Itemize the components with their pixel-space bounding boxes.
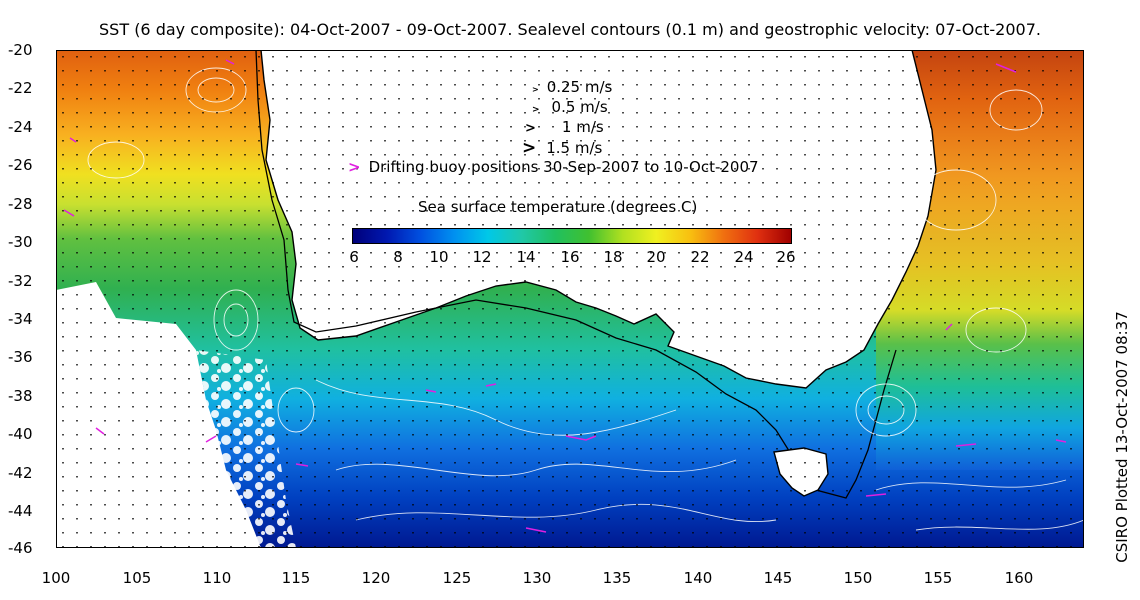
lon-label: 150 [843,569,873,587]
lat-label: -30 [8,233,33,251]
colorbar-tick: 16 [560,248,580,266]
lon-label: 105 [122,569,152,587]
velocity-scale-label: 0.5 m/s [551,98,608,116]
velocity-scale-item: >1.5 m/s [522,138,602,158]
arrow-icon: > [522,138,537,158]
lon-label: 145 [763,569,793,587]
buoy-legend-item: > Drifting buoy positions 30-Sep-2007 to … [348,158,759,176]
lon-label: 160 [1004,569,1034,587]
lat-label: -34 [8,310,33,328]
buoy-marker-icon: > [348,158,361,176]
lon-label: 115 [281,569,311,587]
colorbar-tick: 20 [646,248,666,266]
colorbar-tick: 26 [776,248,796,266]
lon-label: 155 [923,569,953,587]
lat-label: -38 [8,387,33,405]
velocity-scale-label: 0.25 m/s [546,78,613,96]
colorbar-tick: 14 [516,248,536,266]
colorbar-tick: 22 [690,248,710,266]
velocity-scale-item: >1 m/s [525,118,604,136]
lon-label: 100 [41,569,71,587]
colorbar-tick: 8 [393,248,403,266]
lon-label: 130 [522,569,552,587]
arrow-icon: > [532,105,540,115]
lat-label: -44 [8,502,33,520]
lat-label: -46 [8,539,33,557]
colorbar-tick: 18 [603,248,623,266]
lon-label: 135 [602,569,632,587]
velocity-scale-label: 1 m/s [561,118,604,136]
lat-label: -20 [8,41,33,59]
lat-label: -32 [8,272,33,290]
lat-label: -40 [8,425,33,443]
arrow-icon: > [525,121,536,136]
lat-label: -36 [8,348,33,366]
lon-label: 140 [683,569,713,587]
colorbar-tick: 24 [734,248,754,266]
lat-label: -24 [8,118,33,136]
map-frame [56,50,1084,548]
buoy-tracks [63,59,1067,533]
velocity-field [56,50,1084,548]
lon-label: 110 [202,569,232,587]
lat-label: -28 [8,195,33,213]
colorbar-tick: 12 [472,248,492,266]
colorbar-tick: 6 [349,248,359,266]
map-title: SST (6 day composite): 04-Oct-2007 - 09-… [99,20,1041,39]
velocity-scale-item: >0.25 m/s [532,78,612,96]
arrow-icon: > [532,85,539,94]
velocity-scale-item: >0.5 m/s [532,98,608,116]
lon-label: 125 [442,569,472,587]
lon-label: 120 [361,569,391,587]
lat-label: -42 [8,464,33,482]
buoy-legend-label: Drifting buoy positions 30-Sep-2007 to 1… [368,158,759,176]
lat-label: -22 [8,79,33,97]
sst-map [56,50,1084,548]
colorbar [352,228,792,244]
plot-credit: CSIRO Plotted 13-Oct-2007 08:37 [1113,311,1131,563]
lat-label: -26 [8,156,33,174]
velocity-scale-label: 1.5 m/s [546,139,603,157]
colorbar-title: Sea surface temperature (degrees C) [418,198,698,216]
colorbar-tick: 10 [429,248,449,266]
